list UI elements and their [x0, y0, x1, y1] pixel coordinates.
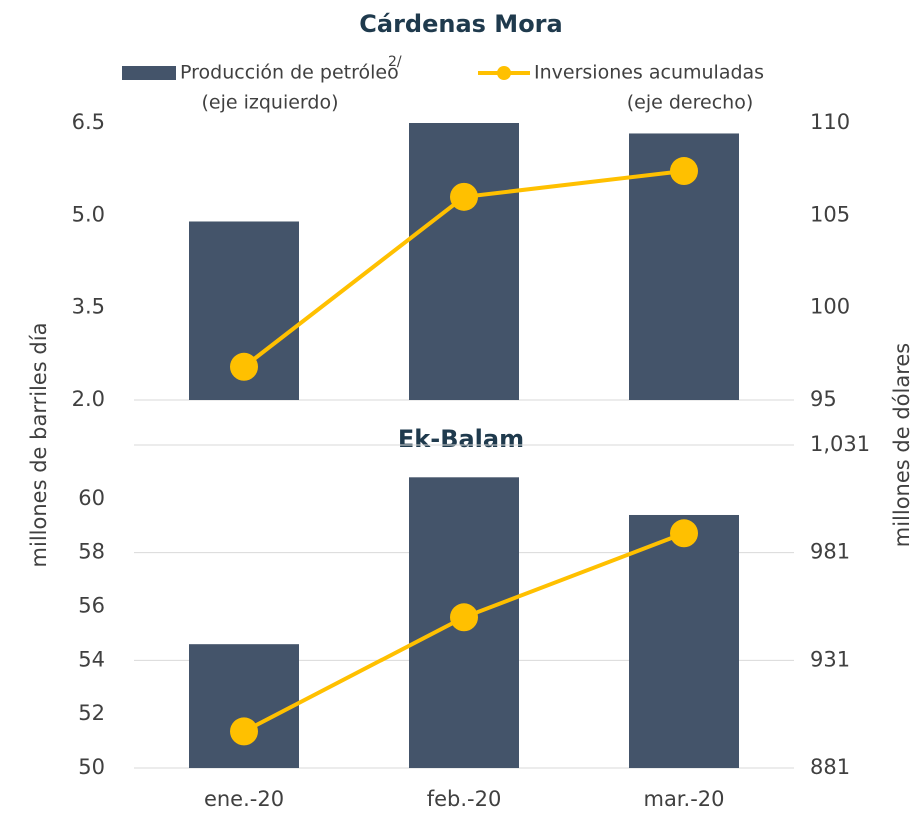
point [230, 352, 258, 381]
x-tick-label: ene.-20 [204, 787, 284, 811]
tick-label: 110 [810, 110, 850, 134]
y-axis-label: millones de barriles día [27, 323, 51, 568]
tick-label: 60 [78, 486, 105, 510]
tick-label: 981 [810, 540, 850, 564]
tick-label: 58 [78, 540, 105, 564]
tick-label: 6.5 [72, 110, 105, 134]
point [450, 182, 478, 211]
point [450, 603, 478, 632]
point [230, 717, 258, 746]
legend-label: Producción de petróleo [180, 62, 399, 84]
tick-label: 931 [810, 647, 850, 671]
tick-label: 3.5 [72, 295, 105, 319]
tick-label: 54 [78, 647, 105, 671]
legend-label: Inversiones acumuladas [534, 62, 764, 84]
chart-title: Cárdenas Mora [359, 10, 562, 38]
tick-label: 1,031 [810, 432, 870, 456]
x-tick-label: feb.-20 [427, 787, 502, 811]
footnote-mark: 2/ [388, 54, 402, 70]
tick-label: 95 [810, 387, 837, 411]
chart-title: Ek-Balam [398, 425, 524, 453]
tick-label: 105 [810, 202, 850, 226]
bar [629, 514, 739, 768]
legend-swatch [122, 66, 176, 80]
legend-swatch [497, 66, 511, 80]
y2-axis-label: millones de dólares [890, 343, 914, 548]
point [670, 157, 698, 186]
legend-note: (eje izquierdo) [201, 92, 338, 114]
x-tick-label: mar.-20 [643, 787, 724, 811]
legend-note: (eje derecho) [627, 92, 753, 114]
tick-label: 5.0 [72, 202, 105, 226]
tick-label: 56 [78, 594, 105, 618]
bar [189, 644, 299, 768]
tick-label: 100 [810, 295, 850, 319]
tick-label: 50 [78, 755, 105, 779]
point [670, 519, 698, 548]
bar [409, 123, 519, 400]
tick-label: 52 [78, 701, 105, 725]
tick-label: 881 [810, 755, 850, 779]
tick-label: 2.0 [72, 387, 105, 411]
